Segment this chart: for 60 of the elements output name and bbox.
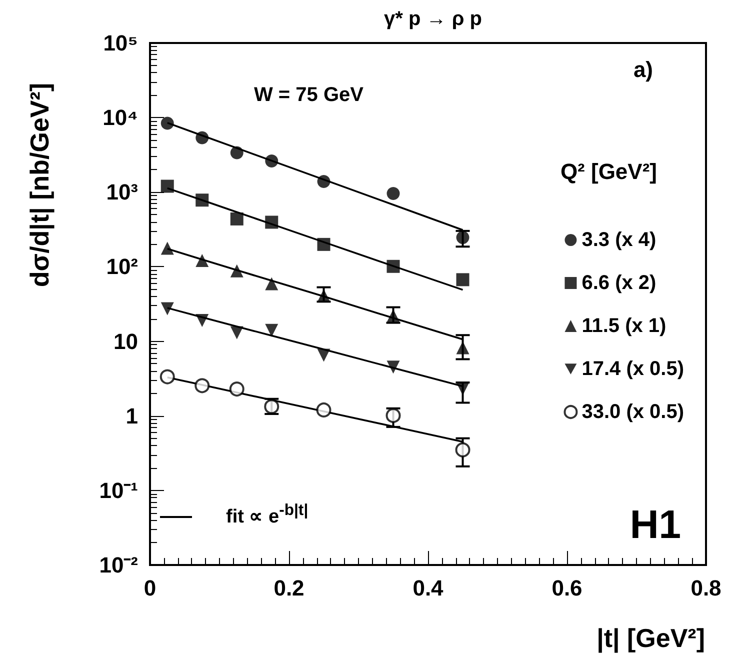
point	[265, 324, 278, 337]
legend-label: 3.3 (x 4)	[582, 229, 656, 251]
point	[386, 408, 401, 424]
chart-title: γ* p → ρ p	[384, 8, 482, 30]
y-tick-label: 10⁻¹	[99, 478, 138, 503]
y-tick-label: 10⁻²	[99, 552, 138, 578]
point	[317, 348, 330, 362]
point	[316, 402, 332, 418]
point	[196, 131, 209, 144]
annotation: a)	[633, 57, 653, 82]
point	[160, 302, 174, 316]
point	[229, 382, 244, 397]
point	[456, 341, 470, 354]
y-tick-label: 10³	[106, 180, 138, 205]
point	[456, 231, 470, 244]
point	[230, 212, 244, 226]
legend-label: 33.0 (x 0.5)	[582, 401, 684, 423]
point	[386, 186, 400, 200]
y-tick-label: 10²	[106, 254, 138, 280]
point	[456, 382, 470, 396]
x-tick-label: 0.8	[690, 576, 722, 600]
point	[160, 369, 175, 384]
y-axis-title: dσ/d|t| [nb/GeV²]	[24, 82, 55, 288]
annotation: H1	[630, 503, 681, 547]
x-tick-label: 0.6	[552, 576, 582, 600]
point	[230, 264, 244, 278]
y-tick-label: 10⁴	[102, 105, 138, 130]
x-tick-label: 0.4	[412, 576, 444, 600]
point	[265, 216, 278, 229]
point	[317, 174, 330, 188]
y-tick-label: 10⁵	[103, 30, 138, 56]
point	[265, 277, 278, 290]
legend-label: 17.4 (x 0.5)	[582, 358, 684, 380]
annotation: W = 75 GeV	[254, 84, 364, 106]
legend-label: 11.5 (x 1)	[582, 315, 666, 337]
x-axis-title: |t| [GeV²]	[596, 623, 705, 653]
legend-title: Q² [GeV²]	[560, 159, 657, 184]
y-tick-label: 10	[114, 328, 138, 354]
point	[160, 180, 174, 193]
point	[317, 289, 330, 302]
point	[196, 194, 209, 207]
x-tick-label: 0	[144, 576, 156, 600]
point	[455, 442, 470, 458]
point	[196, 254, 209, 268]
point	[456, 273, 470, 286]
y-tick-label: 1	[126, 403, 138, 428]
legend-label: 6.6 (x 2)	[582, 272, 656, 294]
point	[196, 314, 209, 327]
point	[194, 378, 210, 394]
point	[230, 146, 244, 160]
point	[386, 260, 400, 273]
point	[386, 309, 400, 322]
point	[386, 360, 400, 374]
point	[317, 238, 330, 251]
point	[160, 242, 174, 255]
point	[230, 326, 244, 340]
point	[265, 154, 278, 168]
x-tick-label: 0.2	[274, 576, 304, 600]
annotation: fit ∝ e$^{-b|t|}$	[226, 502, 308, 528]
point	[160, 116, 174, 130]
